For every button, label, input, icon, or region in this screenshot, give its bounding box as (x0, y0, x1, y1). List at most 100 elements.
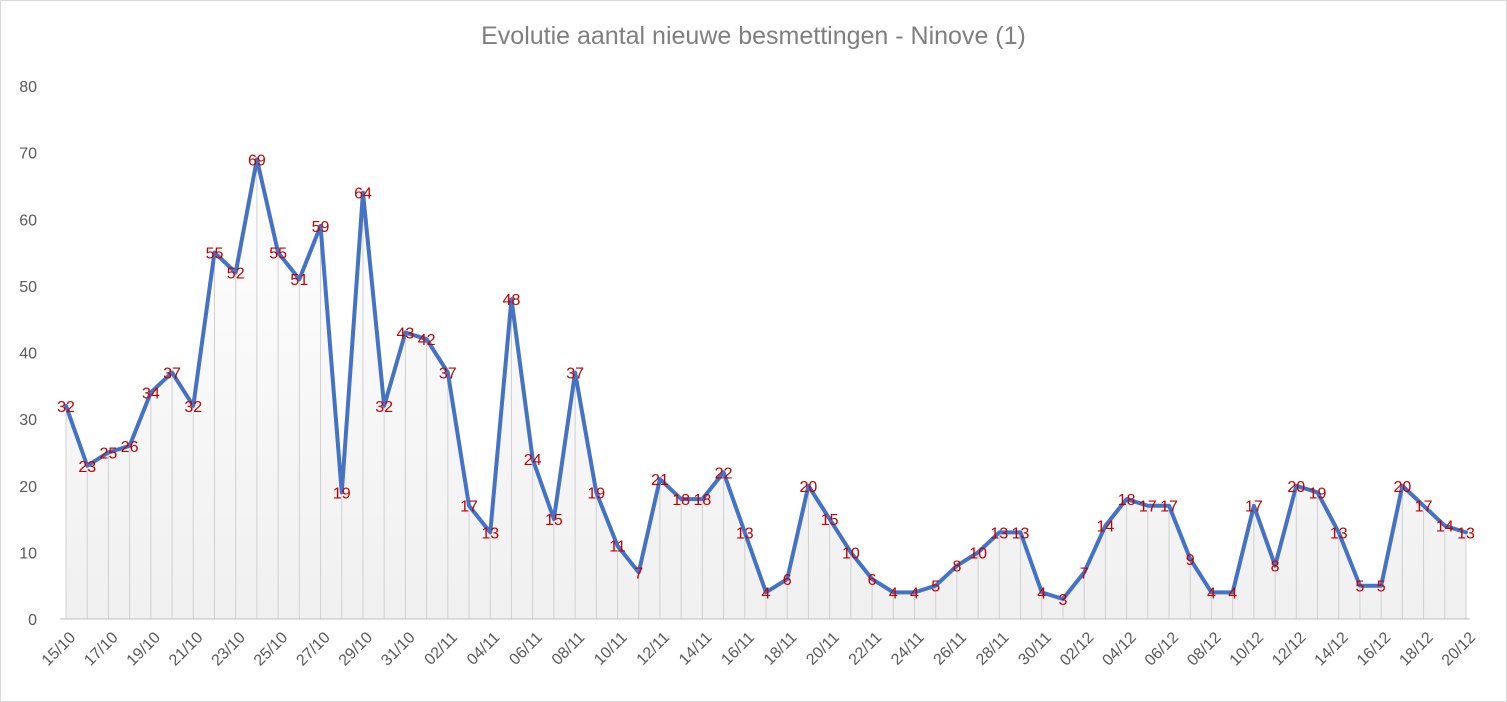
x-tick-label: 12/11 (634, 629, 674, 669)
data-label: 7 (634, 565, 643, 582)
data-label: 9 (1186, 552, 1195, 569)
data-label: 13 (990, 525, 1008, 542)
x-tick-label: 26/11 (931, 629, 971, 669)
data-label: 7 (1080, 565, 1089, 582)
y-tick-label: 0 (28, 612, 37, 629)
data-label: 13 (1457, 525, 1475, 542)
x-tick-label: 19/10 (124, 629, 164, 669)
y-tick-label: 70 (19, 146, 37, 163)
x-tick-label: 21/10 (166, 629, 206, 669)
x-tick-label: 14/12 (1312, 629, 1352, 669)
x-tick-label: 06/12 (1142, 629, 1182, 669)
data-label: 5 (1377, 579, 1386, 596)
x-tick-label: 23/10 (209, 629, 249, 669)
data-label: 34 (142, 385, 160, 402)
data-label: 14 (1096, 519, 1114, 536)
x-tick-label: 04/11 (464, 629, 504, 669)
y-tick-label: 40 (19, 346, 37, 363)
y-tick-label: 50 (19, 279, 37, 296)
y-tick-label: 20 (19, 479, 37, 496)
area-fill (66, 159, 1466, 619)
data-label: 32 (184, 399, 202, 416)
x-tick-label: 27/10 (293, 629, 333, 669)
data-label: 55 (269, 246, 287, 263)
data-label: 8 (1271, 559, 1280, 576)
data-label: 20 (1287, 479, 1305, 496)
chart-title: Evolutie aantal nieuwe besmettingen - Ni… (481, 22, 1026, 50)
data-label: 17 (1415, 499, 1433, 516)
x-tick-label: 12/12 (1269, 629, 1309, 669)
data-label: 19 (1309, 485, 1327, 502)
x-tick-label: 14/11 (676, 629, 716, 669)
y-tick-label: 30 (19, 412, 37, 429)
data-label: 3 (1059, 592, 1068, 609)
data-label: 4 (762, 585, 771, 602)
x-tick-label: 02/11 (422, 629, 462, 669)
data-label: 13 (481, 525, 499, 542)
x-tick-label: 04/12 (1099, 629, 1139, 669)
x-tick-label: 24/11 (888, 629, 928, 669)
data-label: 25 (100, 445, 118, 462)
data-label: 17 (1160, 499, 1178, 516)
data-label: 18 (1118, 492, 1136, 509)
data-label: 13 (1012, 525, 1030, 542)
data-label: 17 (460, 499, 478, 516)
data-label: 5 (931, 579, 940, 596)
x-tick-label: 08/12 (1184, 629, 1224, 669)
x-tick-label: 20/11 (803, 629, 843, 669)
x-tick-label: 02/12 (1057, 629, 1097, 669)
data-label: 17 (1245, 499, 1263, 516)
data-label: 43 (396, 326, 414, 343)
data-label: 37 (163, 365, 181, 382)
data-label: 55 (206, 246, 224, 263)
x-tick-label: 20/12 (1439, 629, 1479, 669)
data-label: 14 (1436, 519, 1454, 536)
x-tick-label: 18/11 (761, 629, 801, 669)
data-label: 13 (736, 525, 754, 542)
data-label: 19 (587, 485, 605, 502)
x-tick-label: 06/11 (506, 629, 546, 669)
data-label: 64 (354, 186, 372, 203)
x-tick-label: 10/12 (1227, 629, 1267, 669)
data-label: 19 (333, 485, 351, 502)
data-label: 52 (227, 266, 245, 283)
data-label: 37 (566, 365, 584, 382)
data-label: 4 (910, 585, 919, 602)
data-label: 21 (651, 472, 669, 489)
data-label: 10 (842, 545, 860, 562)
data-label: 10 (969, 545, 987, 562)
data-label: 20 (800, 479, 818, 496)
data-label: 69 (248, 152, 266, 169)
x-tick-label: 22/11 (846, 629, 886, 669)
data-label: 26 (121, 439, 139, 456)
x-tick-label: 16/11 (718, 629, 758, 669)
x-tick-label: 28/11 (973, 629, 1013, 669)
data-label: 24 (524, 452, 542, 469)
y-tick-label: 80 (19, 79, 37, 96)
data-label: 6 (868, 572, 877, 589)
x-tick-label: 15/10 (39, 629, 79, 669)
data-label: 4 (1207, 585, 1216, 602)
y-tick-label: 60 (19, 212, 37, 229)
data-label: 18 (693, 492, 711, 509)
data-label: 23 (78, 459, 96, 476)
data-label: 59 (312, 219, 330, 236)
data-label: 17 (1139, 499, 1157, 516)
x-tick-label: 29/10 (336, 629, 376, 669)
data-label: 20 (1393, 479, 1411, 496)
x-tick-label: 08/11 (549, 629, 589, 669)
data-label: 4 (1228, 585, 1237, 602)
x-tick-label: 17/10 (81, 629, 121, 669)
series-line (64, 157, 1468, 602)
data-label: 5 (1355, 579, 1364, 596)
data-label: 4 (889, 585, 898, 602)
data-label: 4 (1037, 585, 1046, 602)
data-label: 37 (439, 365, 457, 382)
data-label: 51 (290, 272, 308, 289)
data-label: 42 (418, 332, 436, 349)
x-tick-label: 16/12 (1354, 629, 1394, 669)
x-tick-label: 18/12 (1396, 629, 1436, 669)
x-tick-label: 30/11 (1015, 629, 1055, 669)
data-label: 13 (1330, 525, 1348, 542)
